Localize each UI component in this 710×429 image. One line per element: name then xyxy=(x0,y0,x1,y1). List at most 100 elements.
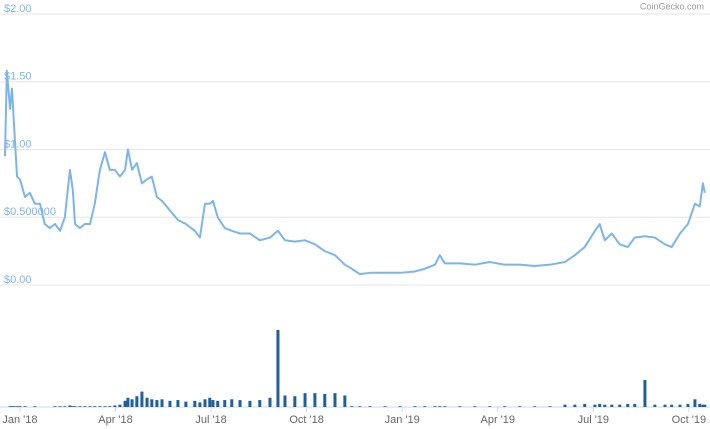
volume-bar xyxy=(88,406,92,407)
y-tick-label: $1.00 xyxy=(4,138,32,150)
volume-bar xyxy=(203,399,207,407)
volume-bar xyxy=(68,405,72,407)
volume-bar xyxy=(423,406,427,407)
volume-bar xyxy=(518,406,522,407)
x-tick-label: Oct '18 xyxy=(289,414,324,426)
volume-bar xyxy=(216,400,220,407)
volume-bar xyxy=(488,406,492,407)
volume-bar xyxy=(276,330,280,407)
volume-bar xyxy=(358,406,362,407)
volume-bar xyxy=(71,406,75,407)
volume-bar xyxy=(333,393,337,407)
volume-bar xyxy=(63,406,67,407)
volume-bar xyxy=(208,397,212,407)
volume-bar xyxy=(533,406,537,407)
volume-bar xyxy=(258,400,262,407)
volume-bar xyxy=(413,406,417,407)
volume-bar xyxy=(693,399,697,407)
volume-bar xyxy=(108,406,112,407)
volume-bar xyxy=(18,406,22,407)
volume-bar xyxy=(438,406,442,407)
volume-bar xyxy=(103,406,107,407)
volume-bar xyxy=(443,406,447,407)
volume-bar xyxy=(503,406,507,407)
price-line xyxy=(3,69,706,276)
volume-bar xyxy=(8,406,12,407)
volume-bar xyxy=(350,406,354,407)
volume-bar xyxy=(593,404,597,407)
volume-bar xyxy=(618,404,622,407)
volume-bar xyxy=(626,403,630,407)
volume-bar xyxy=(603,404,607,407)
volume-bar xyxy=(23,406,27,407)
volume-bar xyxy=(383,406,387,407)
volume-bar xyxy=(150,399,154,407)
volume-bar xyxy=(230,399,234,407)
y-tick-label: $0.500000 xyxy=(4,206,56,218)
volume-bar xyxy=(98,406,102,407)
volume-bar xyxy=(15,406,19,407)
volume-bar xyxy=(686,403,690,407)
volume-bar xyxy=(198,402,202,407)
y-tick-label: $0.00 xyxy=(4,274,32,286)
volume-bar xyxy=(703,404,707,407)
volume-bar xyxy=(83,406,87,407)
volume-bar xyxy=(78,406,82,407)
volume-bar xyxy=(653,404,657,407)
x-tick-label: Oct '19 xyxy=(672,414,707,426)
volume-bar xyxy=(53,406,57,407)
volume-bar xyxy=(168,400,172,407)
volume-bar xyxy=(155,400,159,407)
volume-bar xyxy=(238,400,242,407)
volume-bar xyxy=(343,395,347,407)
y-tick-label: $2.00 xyxy=(4,3,32,15)
volume-bar xyxy=(473,406,477,407)
volume-bar xyxy=(193,400,197,407)
volume-bar xyxy=(458,406,462,407)
y-tick-label: $1.50 xyxy=(4,71,32,83)
volume-bar xyxy=(33,406,37,407)
volume-bar xyxy=(643,380,647,407)
volume-bar xyxy=(211,400,215,407)
volume-bar xyxy=(10,406,14,407)
volume-bar xyxy=(93,406,97,407)
volume-bar xyxy=(293,396,297,407)
volume-bar xyxy=(130,399,134,407)
volume-bar xyxy=(176,400,180,407)
volume-bar xyxy=(323,393,327,407)
volume-bar xyxy=(598,403,602,407)
x-tick-label: Jul '19 xyxy=(578,414,609,426)
volume-bar xyxy=(145,397,149,407)
watermark: CoinGecko.com xyxy=(640,1,704,11)
volume-bar xyxy=(283,395,287,407)
x-tick-label: Jan '18 xyxy=(2,414,37,426)
volume-bar xyxy=(573,404,577,407)
volume-bar xyxy=(368,406,372,407)
x-tick-label: Jul '18 xyxy=(195,414,226,426)
volume-bar xyxy=(678,404,682,407)
volume-bar xyxy=(633,403,637,407)
volume-bar xyxy=(140,391,144,407)
volume-bar xyxy=(701,404,705,407)
volume-bar xyxy=(223,400,227,407)
volume-bar xyxy=(398,406,402,407)
volume-bar xyxy=(135,396,139,407)
volume-bar xyxy=(610,404,614,407)
volume-bar xyxy=(548,406,552,407)
volume-bar xyxy=(160,399,164,407)
volume-bar xyxy=(126,397,130,407)
volume-bar xyxy=(313,393,317,407)
volume-bar xyxy=(563,404,567,407)
volume-bar xyxy=(12,406,16,407)
volume-bar xyxy=(268,397,272,407)
volume-bar xyxy=(184,401,188,407)
volume-bar xyxy=(73,406,77,407)
volume-bar xyxy=(583,403,587,407)
volume-bar xyxy=(58,406,62,407)
volume-bar xyxy=(248,400,252,407)
volume-bar xyxy=(118,404,122,407)
volume-bar xyxy=(670,404,674,407)
x-tick-label: Jan '19 xyxy=(385,414,420,426)
volume-bar xyxy=(663,404,667,407)
